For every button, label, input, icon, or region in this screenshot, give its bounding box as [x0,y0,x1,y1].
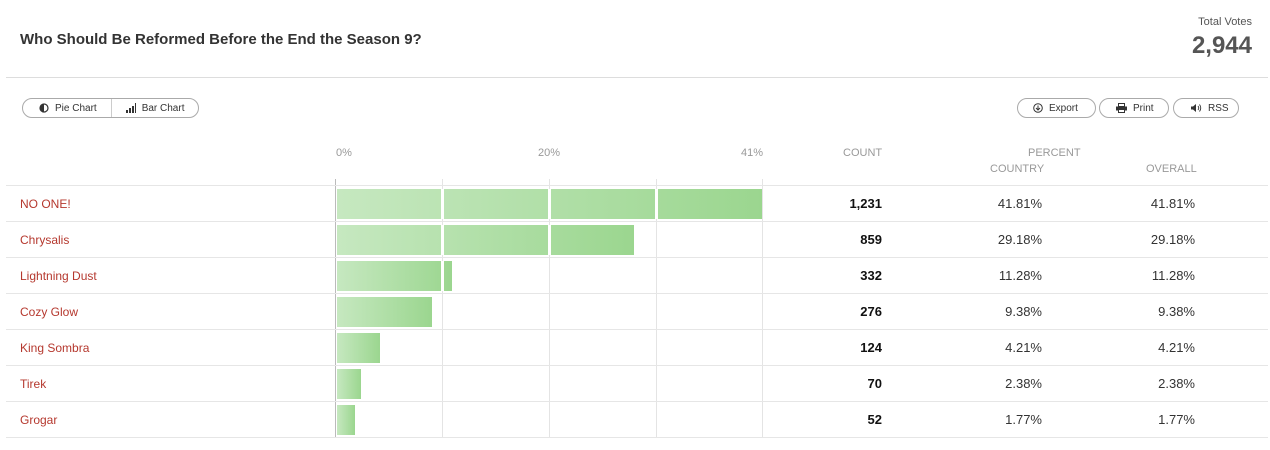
total-votes-value: 2,944 [1191,32,1252,59]
row-divider [6,329,1268,330]
row-label[interactable]: NO ONE! [20,197,71,211]
country-column-header: COUNTRY [990,163,1045,175]
chart-view-toggle: Pie Chart Bar Chart [22,98,200,118]
percent-country-value: 41.81% [997,196,1042,211]
row-label[interactable]: Lightning Dust [20,269,97,283]
percent-overall-value: 9.38% [1158,304,1195,319]
gridline [656,179,657,437]
row-divider [6,437,1268,438]
percent-overall-value: 2.38% [1158,376,1195,391]
row-label[interactable]: Grogar [20,413,58,427]
bar-segment-divider [441,189,444,219]
percent-country-value: 11.28% [998,268,1042,283]
count-value: 859 [860,232,882,247]
print-button[interactable]: Print [1099,98,1169,118]
percent-country-value: 1.77% [1005,412,1042,427]
rss-label: RSS [1208,102,1229,114]
bar-segment-divider [548,189,551,219]
bar [337,297,433,327]
row-divider [6,257,1268,258]
percent-country-value: 2.38% [1005,376,1042,391]
percent-overall-value: 29.18% [1150,232,1195,247]
count-value: 332 [860,268,882,283]
printer-icon [1116,103,1127,113]
overall-column-header: OVERALL [1146,163,1197,175]
row-label[interactable]: King Sombra [20,341,90,355]
bar [337,405,355,435]
percent-country-value: 9.38% [1005,304,1042,319]
bar-segment-divider [441,261,444,291]
row-label[interactable]: Cozy Glow [20,305,79,319]
count-value: 70 [867,376,882,391]
export-label: Export [1049,102,1078,114]
row-divider [6,221,1268,222]
rss-button-inner: RSS [1174,99,1229,117]
count-value: 52 [867,412,882,427]
row-divider [6,401,1268,402]
x-tick-label: 0% [336,147,352,159]
percent-column-header: PERCENT [1028,147,1081,159]
bar-chart-label: Bar Chart [141,102,185,114]
export-button[interactable]: Export [1017,98,1096,118]
pie-chart-label: Pie Chart [55,102,97,114]
rss-button[interactable]: RSS [1173,98,1239,118]
download-icon [1033,103,1043,113]
print-label: Print [1133,102,1154,114]
percent-overall-value: 41.81% [1150,196,1195,211]
print-button-inner: Print [1100,99,1154,117]
count-value: 124 [860,340,882,355]
bar [337,225,634,255]
bar-segment-divider [441,225,444,255]
bar [337,369,362,399]
poll-title: Who Should Be Reformed Before the End th… [20,31,422,48]
row-divider [6,185,1268,186]
bar-chart-icon [125,103,136,113]
total-votes-label: Total Votes [1198,16,1252,28]
bar [337,189,762,219]
gridline [549,179,550,437]
percent-country-value: 4.21% [1005,340,1042,355]
x-tick-label: 41% [741,147,764,159]
export-button-inner: Export [1018,99,1078,117]
bar [337,261,452,291]
pie-chart-icon [39,103,49,113]
bar-segment-divider [548,225,551,255]
count-value: 1,231 [849,196,882,211]
row-label[interactable]: Tirek [20,377,47,391]
percent-overall-value: 11.28% [1151,268,1195,283]
gridline [442,179,443,437]
percent-overall-value: 4.21% [1158,340,1195,355]
x-tick-label: 20% [538,147,561,159]
chart-axis [335,179,336,437]
percent-country-value: 29.18% [997,232,1042,247]
row-label[interactable]: Chrysalis [20,233,70,247]
pie-chart-button[interactable]: Pie Chart [23,99,111,117]
bar [337,333,380,363]
bar-chart-button[interactable]: Bar Chart [110,99,199,117]
row-divider [6,365,1268,366]
percent-overall-value: 1.77% [1158,412,1195,427]
gridline [762,179,763,437]
speaker-icon [1191,103,1202,113]
count-value: 276 [860,304,882,319]
count-column-header: COUNT [843,147,883,159]
poll-header: Who Should Be Reformed Before the End th… [6,0,1268,78]
bar-segment-divider [655,189,658,219]
row-divider [6,293,1268,294]
